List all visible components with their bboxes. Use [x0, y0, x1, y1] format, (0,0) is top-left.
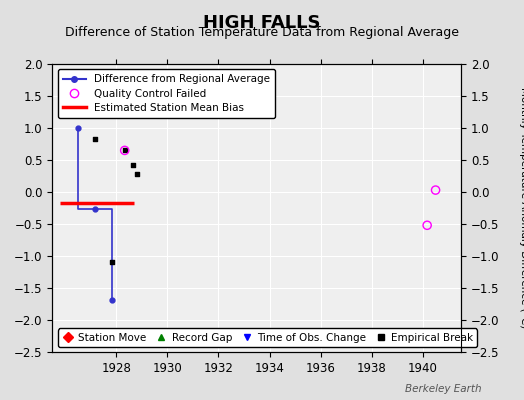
- Legend: Station Move, Record Gap, Time of Obs. Change, Empirical Break: Station Move, Record Gap, Time of Obs. C…: [58, 328, 477, 347]
- Text: Difference of Station Temperature Data from Regional Average: Difference of Station Temperature Data f…: [65, 26, 459, 39]
- Point: [133, 171, 141, 177]
- Point: [121, 147, 129, 154]
- Point: [423, 222, 431, 228]
- Y-axis label: Monthly Temperature Anomaly Difference (°C): Monthly Temperature Anomaly Difference (…: [519, 87, 524, 329]
- Point: [121, 147, 129, 154]
- Point: [91, 136, 99, 142]
- Point: [129, 162, 138, 168]
- Text: Berkeley Earth: Berkeley Earth: [406, 384, 482, 394]
- Text: HIGH FALLS: HIGH FALLS: [203, 14, 321, 32]
- Point: [108, 259, 116, 266]
- Point: [431, 187, 440, 193]
